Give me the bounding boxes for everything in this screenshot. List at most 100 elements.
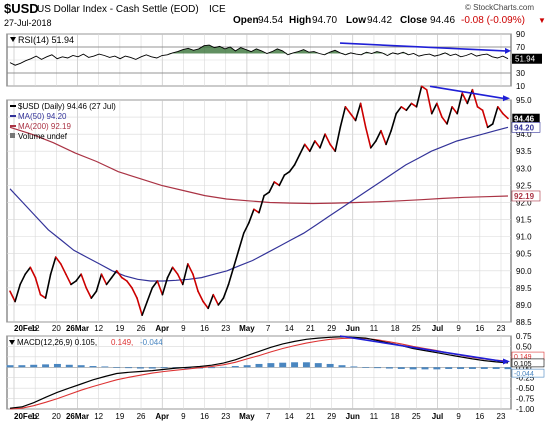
macd-histogram-bar <box>125 367 133 369</box>
x-tick-label-bottom: 11 <box>370 412 379 421</box>
price-line-segment <box>60 263 67 275</box>
price-line-segment <box>395 106 403 115</box>
price-line-segment <box>70 280 77 286</box>
x-tick-label: 12 <box>94 324 103 333</box>
x-tick-label: 20 <box>52 324 61 333</box>
price-line-segment <box>217 297 225 306</box>
rsi-trendline-arrowhead <box>505 47 511 54</box>
price-line-segment <box>120 276 128 282</box>
macd-y-tick-label: -0.75 <box>516 395 535 404</box>
macd-histogram-bar <box>267 363 275 368</box>
x-tick-label: 20Feb <box>14 324 37 333</box>
price-line-segment <box>34 276 42 296</box>
x-tick-label-bottom: 25 <box>412 412 421 421</box>
price-line-segment <box>105 276 113 286</box>
x-tick-label-bottom: 19 <box>115 412 124 421</box>
price-line-segment <box>405 102 413 112</box>
rsi-legend-marker <box>10 37 16 42</box>
price-y-tick-label: 93.5 <box>516 147 532 156</box>
x-tick-label: 23 <box>221 324 230 333</box>
price-line-segment <box>456 92 464 115</box>
price-line-segment <box>49 256 57 275</box>
price-line-segment <box>420 85 428 91</box>
price-y-tick-label: 94.0 <box>516 130 532 139</box>
price-line-segment <box>126 280 133 289</box>
high-value: 94.70 <box>312 15 338 26</box>
price-line-segment <box>207 293 215 310</box>
price-line-segment <box>253 208 260 214</box>
x-tick-label-bottom: 16 <box>200 412 209 421</box>
price-line-segment <box>415 85 423 108</box>
macd-legend-label: MACD(12,26,9) 0.105, <box>17 338 97 347</box>
price-legend-label: MA(200) 92.19 <box>18 122 71 131</box>
price-line-segment <box>75 273 82 282</box>
price-line-segment <box>466 88 474 105</box>
macd-value-label: 0.149 <box>514 354 532 361</box>
price-line-segment <box>430 102 438 115</box>
price-line-segment <box>263 191 270 197</box>
price-line-segment <box>359 102 367 129</box>
price-line-segment <box>44 273 52 299</box>
rsi-trendline <box>339 42 506 52</box>
price-y-tick-label: 89.5 <box>516 284 532 293</box>
macd-histogram-bar <box>6 365 14 368</box>
x-tick-label-bottom: 16 <box>475 412 484 421</box>
macd-histogram-bar <box>457 367 465 369</box>
price-line-segment <box>380 129 387 146</box>
symbol: $USD <box>4 1 39 16</box>
x-tick-label-bottom: Apr <box>155 412 169 421</box>
x-tick-label: 16 <box>200 324 209 333</box>
price-y-tick-label: 95.0 <box>516 96 532 105</box>
macd-value-label: 0.105 <box>514 361 532 368</box>
x-tick-label-bottom: 23 <box>497 412 506 421</box>
macd-histogram-bar <box>421 367 429 370</box>
price-line-segment <box>461 92 469 105</box>
macd-histogram-bar <box>243 365 251 368</box>
price-line-segment <box>141 300 149 316</box>
price-line-segment <box>354 102 362 122</box>
price-y-tick-label: 88.5 <box>516 318 532 327</box>
price-line-segment <box>14 283 21 303</box>
x-tick-label-bottom: 9 <box>181 412 186 421</box>
price-line-segment <box>471 88 479 108</box>
x-tick-label-bottom: May <box>239 412 255 421</box>
ma200-value-label: 92.19 <box>514 192 535 201</box>
change-value: -0.08 (-0.09%) <box>461 15 525 26</box>
rsi-y-tick-label: 70 <box>516 43 525 52</box>
price-trendline <box>429 85 504 100</box>
macd-histogram-bar <box>374 367 382 369</box>
macd-legend-signal: 0.149, <box>111 338 133 347</box>
price-y-tick-label: 90.5 <box>516 250 532 259</box>
macd-histogram-bar <box>42 364 50 368</box>
x-tick-label-bottom: 26 <box>137 412 146 421</box>
x-tick-label: Jun <box>346 324 360 333</box>
price-line-segment <box>171 266 179 275</box>
price-line-segment <box>166 266 174 279</box>
low-value: 94.42 <box>367 15 393 26</box>
close-label: Close <box>400 15 428 26</box>
macd-y-tick-label: -0.25 <box>516 374 535 383</box>
macd-trendline-arrowhead <box>503 358 510 365</box>
x-tick-label: 14 <box>285 324 294 333</box>
macd-value-box <box>511 358 545 368</box>
x-tick-label-bottom: 18 <box>391 412 400 421</box>
macd-histogram-bar <box>184 367 192 369</box>
price-line-segment <box>303 143 311 153</box>
macd-panel-frame <box>6 335 512 410</box>
price-line-segment <box>481 109 489 129</box>
macd-histogram-bar <box>350 366 358 368</box>
price-line-segment <box>115 269 123 279</box>
x-tick-label: 26Mar <box>66 324 89 333</box>
price-y-tick-label: 90.0 <box>516 267 532 276</box>
down-arrow-icon: ▼ <box>538 16 546 25</box>
price-line-segment <box>80 273 88 289</box>
price-line-segment <box>451 106 458 115</box>
macd-histogram-bar <box>445 367 453 369</box>
x-tick-label-bottom: 12 <box>31 412 40 421</box>
price-line-segment <box>476 106 484 112</box>
macd-y-tick-label: -0.50 <box>516 384 535 393</box>
macd-histogram-bar <box>53 363 61 368</box>
macd-y-tick-label: -1.00 <box>516 405 535 414</box>
x-tick-label-bottom: 21 <box>306 412 315 421</box>
